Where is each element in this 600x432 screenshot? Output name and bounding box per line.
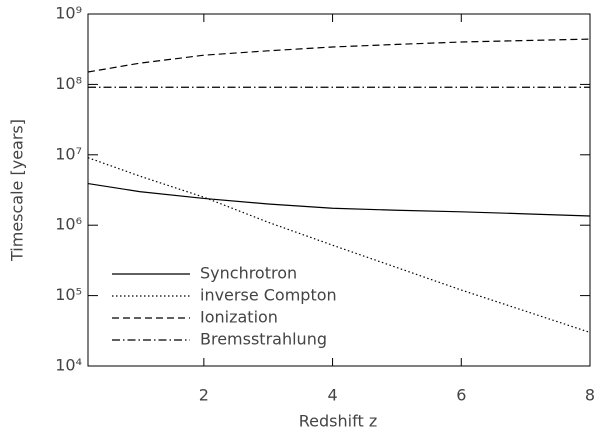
legend-label: Synchrotron — [200, 264, 297, 283]
x-tick-label: 6 — [456, 386, 466, 405]
y-tick-label: 10⁹ — [55, 4, 82, 23]
plot-frame — [87, 13, 591, 367]
y-tick-label: 10⁵ — [55, 285, 82, 304]
y-tick-label: 10⁶ — [55, 215, 82, 234]
x-tick-label: 2 — [199, 386, 209, 405]
legend-label: inverse Compton — [200, 286, 337, 305]
series-line — [87, 38, 591, 73]
y-tick-label: 10⁷ — [55, 144, 82, 163]
series-line — [87, 157, 591, 333]
series-line — [87, 182, 591, 217]
legend-label: Bremsstrahlung — [200, 330, 327, 349]
x-tick-label: 8 — [585, 386, 595, 405]
y-tick-label: 10⁸ — [55, 74, 82, 93]
x-axis-label: Redshift z — [299, 412, 377, 431]
y-tick-label: 10⁴ — [55, 356, 82, 375]
x-tick-label: 4 — [327, 386, 337, 405]
y-axis-label: Timescale [years] — [8, 119, 27, 262]
legend-label: Ionization — [200, 308, 278, 327]
